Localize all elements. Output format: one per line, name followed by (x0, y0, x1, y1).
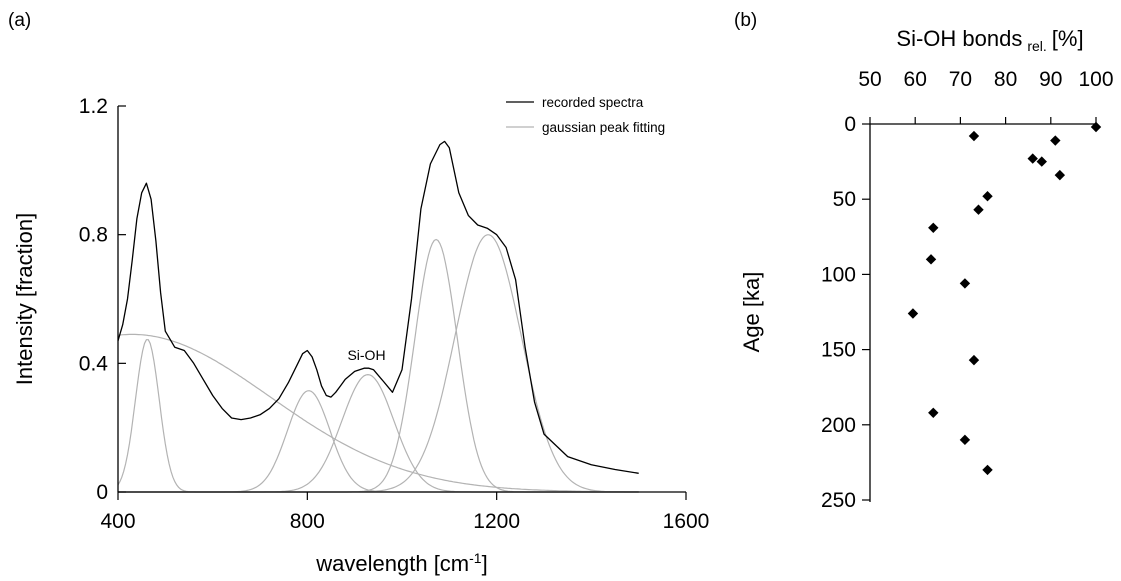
scatter-point (982, 190, 993, 202)
legend-label-gaussian: gaussian peak fitting (542, 120, 665, 135)
scatter-point (1050, 135, 1061, 146)
scatter-point (968, 130, 980, 142)
y-tick-label: 1.2 (79, 95, 108, 118)
age-axis-title: Age [ka] (739, 272, 764, 353)
x-tick-label: 1200 (473, 510, 520, 533)
gaussian-fit-curve-6 (118, 234, 639, 493)
x-axis-title: wavelength [cm-1] (315, 550, 487, 576)
scatter-point (907, 308, 919, 319)
top-tick-label: 50 (858, 68, 881, 91)
age-tick-label: 50 (833, 188, 856, 211)
legend-label-recorded: recorded spectra (542, 95, 644, 110)
spectrum-plot-area (117, 140, 639, 493)
y-tick-label: 0.4 (79, 352, 109, 375)
top-tick-label: 90 (1039, 68, 1062, 91)
panel-a-label: (a) (8, 10, 31, 31)
y-tick-label: 0 (96, 481, 108, 504)
gaussian-fit-curve-4 (118, 373, 639, 493)
si-oh-annotation: Si-OH (347, 347, 385, 363)
scatter-point (925, 254, 937, 265)
top-tick-label: 100 (1078, 68, 1113, 91)
x-tick-label: 400 (100, 510, 135, 533)
scatter-point (928, 407, 939, 418)
y-tick-label: 0.8 (79, 224, 108, 247)
x-tick-label: 800 (290, 510, 325, 533)
gaussian-fit-curve-3 (118, 390, 639, 493)
spectrum-ticks: 400 800 1200 1600 0 0.4 0.8 1.2 (79, 95, 710, 533)
top-tick-label: 70 (949, 68, 972, 91)
recorded-spectrum-line (117, 140, 639, 474)
top-axis-title: Si-OH bonds rel. [%] (896, 26, 1083, 54)
panel-b-label: (b) (734, 10, 757, 31)
scatter-points (907, 121, 1102, 476)
scatter-point (1054, 169, 1066, 181)
scatter-point (1090, 121, 1102, 133)
scatter-point (982, 464, 993, 476)
y-axis-title: Intensity [fraction] (12, 213, 37, 385)
top-tick-label: 80 (994, 68, 1017, 91)
scatter-point (968, 354, 980, 366)
top-tick-label: 60 (904, 68, 927, 91)
scatter-point (1027, 153, 1038, 164)
gaussian-fit-curve-1 (117, 333, 639, 493)
scatter-point (959, 278, 971, 289)
spectrum-axes (117, 106, 686, 493)
age-scatter-chart: (b) Si-OH bonds rel. [%] Age [ka] 50 60 70 80… (734, 10, 1114, 512)
x-tick-label: 1600 (663, 510, 710, 533)
age-tick-label: 200 (821, 414, 856, 437)
scatter-point (959, 434, 971, 446)
gaussian-fit-curve-5 (118, 238, 639, 493)
age-tick-label: 0 (844, 113, 856, 136)
spectrum-chart: (a) 400 800 1200 1600 0 0.4 0.8 1.2 wavelength … (8, 10, 709, 576)
age-tick-label: 250 (821, 489, 856, 512)
age-tick-label: 150 (821, 339, 856, 362)
scatter-point (1036, 156, 1047, 167)
legend: recorded spectra gaussian peak fitting (506, 95, 665, 135)
scatter-point (973, 204, 984, 215)
age-tick-label: 100 (821, 263, 856, 286)
scatter-point (928, 222, 939, 233)
